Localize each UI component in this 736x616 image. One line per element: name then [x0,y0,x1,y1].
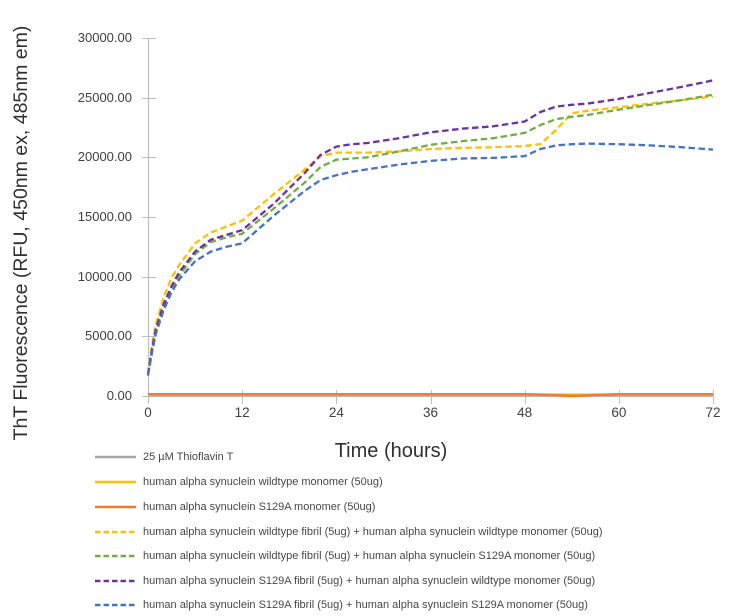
legend-swatch-line [95,455,136,459]
legend-item-label: human alpha synuclein S129A fibril (5ug)… [143,575,596,587]
x-tick-label: 36 [422,405,439,420]
series-line-s129a-fibril-wt-monomer [146,79,714,375]
legend-item-label: human alpha synuclein wildtype fibril (5… [143,526,603,538]
legend-swatch-line [95,505,136,509]
legend-item-wt-fibril-s129a-monomer: human alpha synuclein wildtype fibril (5… [95,548,595,564]
y-tick-label: 0.00 [106,388,132,403]
y-axis-title: ThT Fluorescence (RFU, 450nm ex, 485nm e… [10,25,32,441]
legend-swatch-line [95,480,136,484]
x-axis-title: Time (hours) [334,440,448,462]
legend-item-tht-only: 25 µM Thioflavin T [95,449,233,465]
series-line-s129a-monomer [148,392,713,398]
legend-swatch-line [95,554,136,558]
x-tick-label: 60 [611,405,627,420]
legend-swatch-line [95,530,136,534]
legend-item-s129a-monomer: human alpha synuclein S129A monomer (50u… [95,499,375,515]
legend-item-label: human alpha synuclein wildtype monomer (… [143,476,383,488]
y-tick-label: 20000.00 [77,149,132,165]
y-tick-label: 5000.00 [85,328,132,344]
legend-item-s129a-fibril-s129a-monomer: human alpha synuclein S129A fibril (5ug)… [95,597,588,613]
legend-item-label: human alpha synuclein S129A fibril (5ug)… [143,599,588,611]
x-tick-label: 72 [705,405,721,420]
legend-item-label: human alpha synuclein wildtype fibril (5… [143,550,596,562]
legend-item-s129a-fibril-wt-monomer: human alpha synuclein S129A fibril (5ug)… [95,573,595,589]
legend-item-wt-monomer: human alpha synuclein wildtype monomer (… [95,474,383,490]
legend-swatch-line [95,579,136,583]
legend-item-label: 25 µM Thioflavin T [143,451,234,463]
y-tick-label: 25000.00 [77,89,132,105]
x-tick-label: 48 [517,405,533,420]
series-line-s129a-fibril-s129a-monomer [146,142,714,376]
series-line-wt-fibril-wt-monomer [146,95,714,374]
series-line-wt-fibril-s129a-monomer [146,93,714,375]
y-tick-label: 10000.00 [77,268,132,284]
legend-item-wt-fibril-wt-monomer: human alpha synuclein wildtype fibril (5… [95,524,603,540]
x-tick-label: 24 [328,405,344,420]
y-tick-label: 30000.00 [77,30,132,45]
legend-swatch-line [95,603,136,607]
x-tick-label: 12 [234,405,250,420]
legend-item-label: human alpha synuclein S129A monomer (50u… [143,501,376,513]
x-tick-label: 0 [144,405,152,420]
y-tick-label: 15000.00 [77,209,132,224]
